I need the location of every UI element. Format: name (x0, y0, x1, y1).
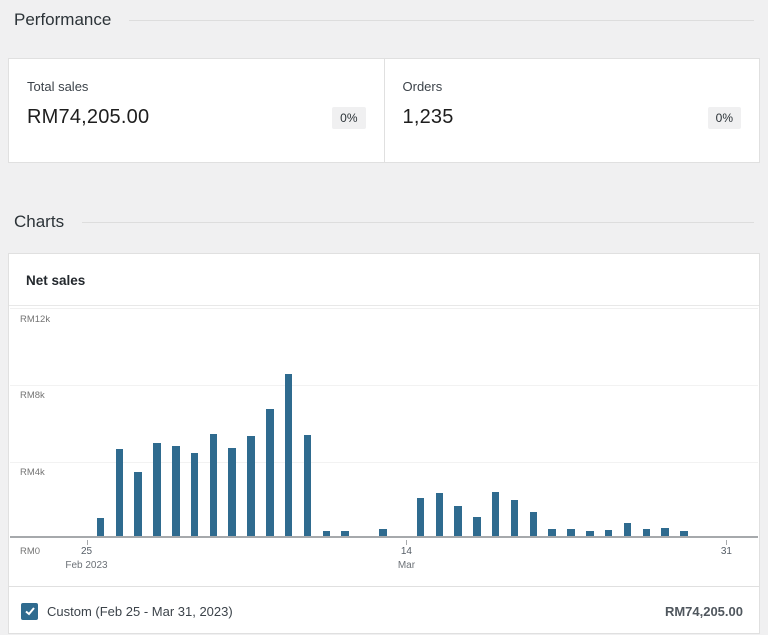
bar (680, 531, 688, 536)
bar (247, 436, 255, 536)
bar (115, 448, 124, 536)
bar (228, 447, 236, 536)
x-axis-day-label: 14 (400, 546, 412, 557)
card-label: Orders (402, 79, 443, 94)
bar (134, 471, 142, 536)
performance-title: Performance (14, 10, 112, 29)
y-axis-label: RM12k (20, 314, 51, 325)
bar (284, 374, 293, 536)
delta-badge: 0% (707, 106, 741, 129)
card-orders[interactable]: Orders 1,235 0% (385, 59, 760, 162)
performance-section-heading: Performance (14, 10, 754, 30)
gridline (10, 462, 758, 463)
legend-label: Custom (Feb 25 - Mar 31, 2023) (47, 603, 233, 619)
bar (172, 445, 180, 536)
chart-title: Net sales (9, 254, 759, 306)
bar (604, 530, 613, 536)
charts-title: Charts (14, 212, 65, 231)
delta-badge: 0% (332, 106, 366, 129)
net-sales-chart-panel: Net sales RM12k RM8k RM4k RM0 25 Feb 2023… (8, 253, 760, 634)
bar (510, 499, 519, 536)
card-value: 1,235 (402, 106, 454, 128)
card-value: RM74,205.00 (27, 106, 150, 128)
bar (96, 517, 105, 536)
chart-legend-row: Custom (Feb 25 - Mar 31, 2023) RM74,205.… (9, 586, 759, 635)
y-axis-label: RM0 (20, 546, 41, 557)
bar (266, 408, 274, 536)
x-axis-tick (86, 540, 88, 545)
bar (209, 434, 218, 536)
x-axis-tick (726, 540, 728, 545)
heading-rule (82, 221, 754, 223)
legend-item-custom-range[interactable]: Custom (Feb 25 - Mar 31, 2023) (21, 602, 233, 620)
bar (567, 529, 575, 536)
summary-cards-panel: Total sales RM74,205.00 0% Orders 1,235 … (8, 58, 760, 163)
x-axis-tick (406, 540, 408, 545)
bar (548, 529, 556, 536)
x-axis-month-label: Mar (397, 560, 416, 571)
bar (454, 506, 462, 536)
card-total-sales[interactable]: Total sales RM74,205.00 0% (9, 59, 385, 162)
bar (379, 529, 387, 536)
x-axis-month-label: Feb 2023 (65, 560, 108, 571)
bar (303, 435, 312, 536)
bar (190, 452, 199, 536)
bar (623, 523, 632, 536)
bar (491, 491, 500, 536)
y-axis-label: RM8k (20, 390, 45, 401)
bar (473, 516, 481, 536)
bar (416, 497, 425, 536)
card-label: Total sales (27, 79, 89, 94)
y-axis-label: RM4k (20, 467, 45, 478)
bar (529, 512, 538, 536)
bar (341, 531, 349, 536)
bar (642, 529, 651, 536)
x-axis-day-label: 25 (80, 546, 93, 557)
bar (322, 531, 331, 536)
bar (435, 492, 443, 536)
heading-rule (129, 19, 754, 21)
bar (661, 528, 669, 536)
gridline (10, 385, 758, 386)
bar (586, 531, 594, 536)
legend-total-value: RM74,205.00 (664, 603, 743, 619)
x-axis-day-label: 31 (720, 546, 732, 557)
checkbox-checked-icon[interactable] (21, 602, 38, 620)
charts-section-heading: Charts (14, 212, 754, 232)
bar (153, 443, 161, 536)
chart-plot-area: RM12k RM8k RM4k RM0 25 Feb 2023 14 Mar 31 (10, 308, 758, 571)
check-icon (24, 607, 35, 616)
